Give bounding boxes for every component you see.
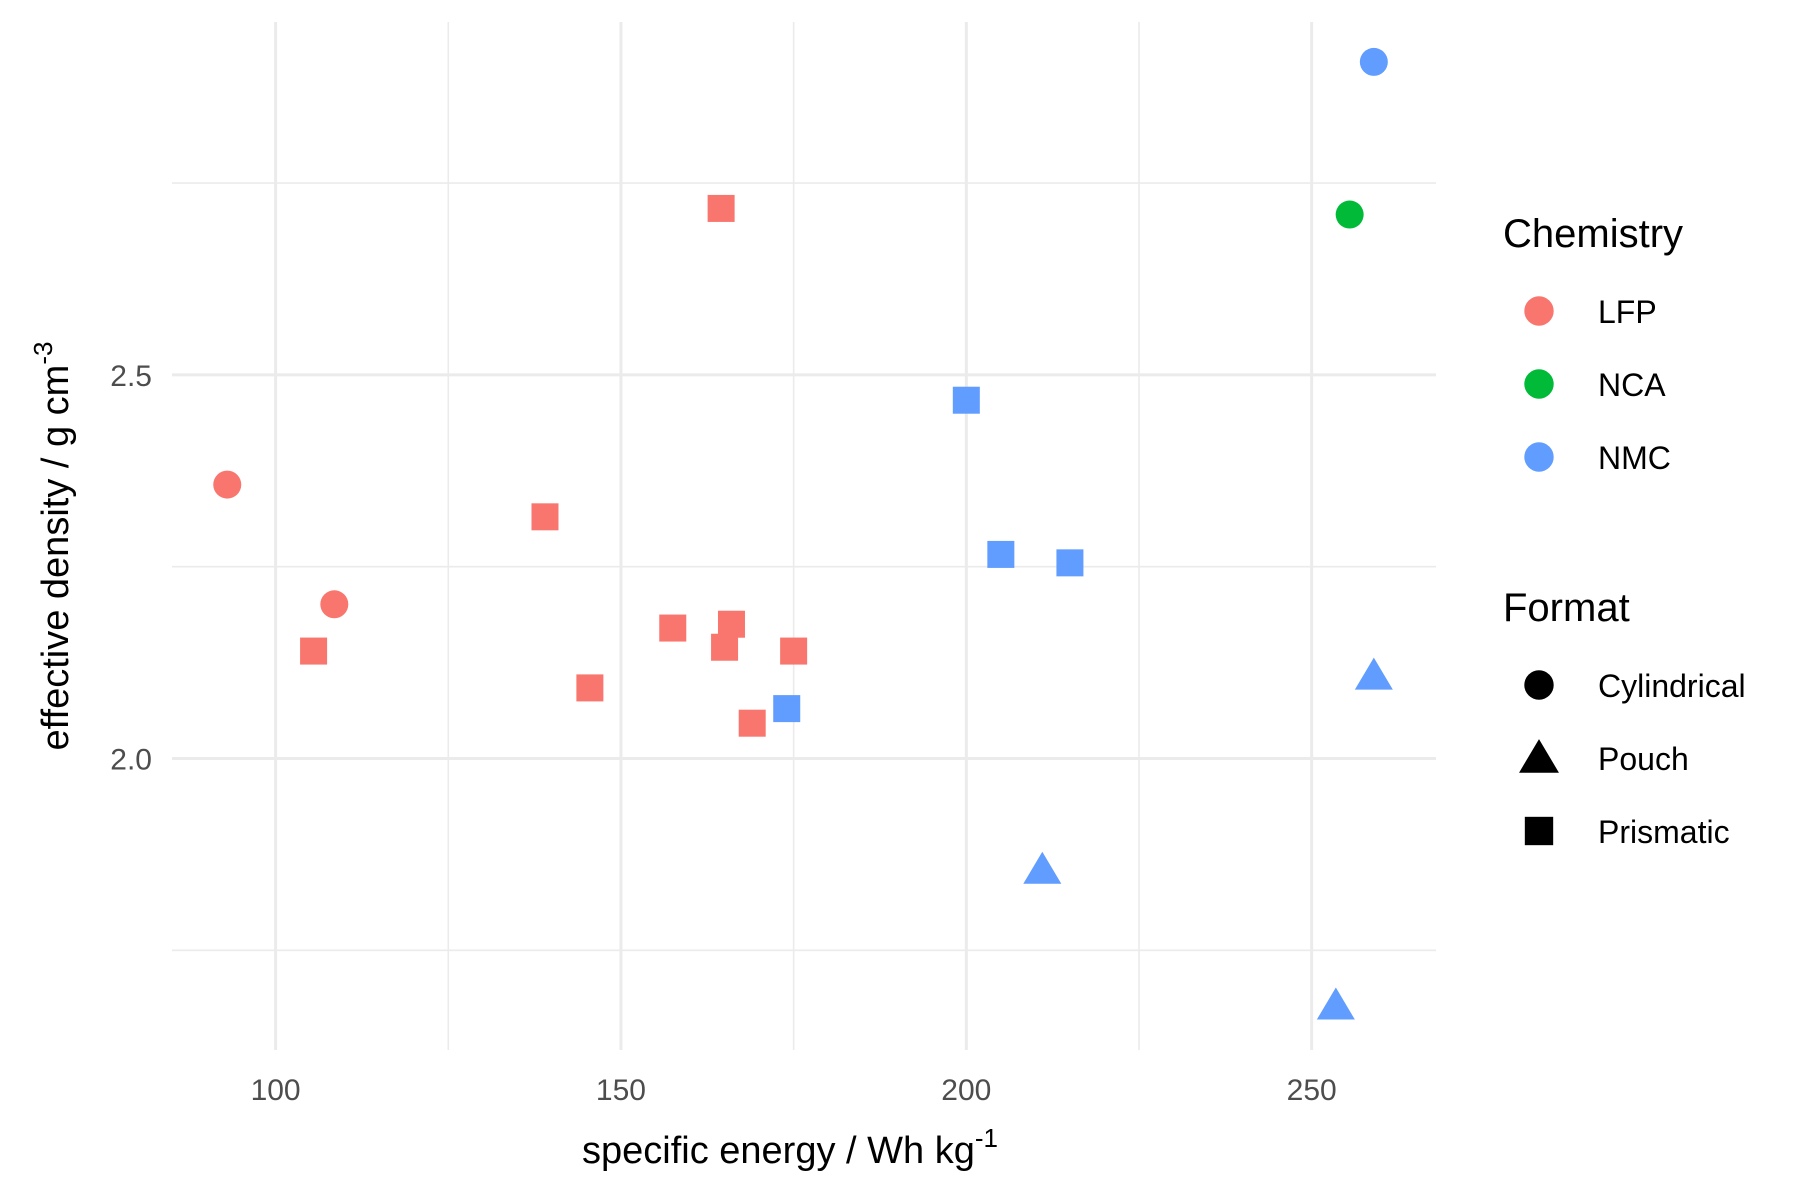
y-axis-title: effective density / g cm-3 [28, 342, 77, 751]
x-axis-ticks: 100 150 200 250 [251, 1074, 1337, 1107]
y-axis-ticks: 2.0 2.5 [110, 360, 152, 777]
y-tick-label: 2.0 [110, 743, 152, 776]
x-tick-label: 250 [1287, 1074, 1337, 1107]
legend-title: Chemistry [1503, 212, 1683, 256]
data-point-lfp-prismatic [576, 674, 604, 702]
x-tick-label: 150 [596, 1074, 646, 1107]
grid-major [172, 22, 1436, 1050]
legends: Chemistry LFP NCA NMC Format Cylindrical Pouch… [1503, 212, 1746, 850]
legend-label: Prismatic [1598, 814, 1730, 850]
y-axis-title-text: effective density / g cm [35, 365, 77, 751]
legend-key-nca-circle-icon [1524, 369, 1554, 399]
data-point-nmc-prismatic [773, 695, 801, 723]
plot-panel [172, 22, 1436, 1050]
data-point-lfp-cylindrical [320, 590, 349, 619]
legend-label: NCA [1598, 367, 1666, 403]
data-point-lfp-prismatic [300, 637, 328, 665]
grid-minor [172, 22, 1436, 1050]
data-point-nca-cylindrical [1335, 200, 1364, 229]
data-point-nmc-pouch [1316, 987, 1355, 1020]
data-point-nmc-pouch [1023, 851, 1062, 884]
data-point-nmc-cylindrical [1359, 47, 1388, 76]
legend-key-pouch-triangle-icon [1519, 739, 1559, 773]
legend-key-nmc-circle-icon [1524, 442, 1554, 472]
data-point-nmc-prismatic [987, 540, 1015, 568]
data-point-nmc-prismatic [1056, 549, 1084, 577]
data-point-lfp-prismatic [659, 614, 687, 642]
data-point-lfp-prismatic [711, 633, 739, 661]
data-point-lfp-prismatic [717, 610, 745, 638]
legend-key-lfp-circle-icon [1524, 296, 1554, 326]
data-point-nmc-pouch [1354, 657, 1393, 690]
data-point-lfp-prismatic [707, 194, 735, 222]
x-axis-title-text: specific energy / Wh kg [582, 1130, 975, 1172]
data-point-nmc-prismatic [952, 386, 980, 414]
legend-label: LFP [1598, 294, 1657, 330]
legend-format: Format Cylindrical Pouch Prismatic [1503, 586, 1746, 850]
legend-label: Pouch [1598, 741, 1689, 777]
y-tick-label: 2.5 [110, 360, 152, 393]
legend-label: NMC [1598, 440, 1671, 476]
data-point-lfp-prismatic [738, 709, 766, 737]
x-tick-label: 100 [251, 1074, 301, 1107]
legend-chemistry: Chemistry LFP NCA NMC [1503, 212, 1683, 476]
data-point-lfp-prismatic [531, 503, 559, 531]
legend-key-cylindrical-circle-icon [1524, 670, 1554, 700]
x-axis-title: specific energy / Wh kg-1 [582, 1123, 998, 1172]
y-axis-title-superscript: -3 [28, 342, 58, 365]
x-tick-label: 200 [941, 1074, 991, 1107]
data-point-lfp-cylindrical [213, 470, 242, 499]
legend-label: Cylindrical [1598, 668, 1746, 704]
data-point-lfp-prismatic [780, 637, 808, 665]
legend-key-prismatic-square-icon [1524, 816, 1554, 846]
legend-title: Format [1503, 586, 1630, 630]
x-axis-title-superscript: -1 [975, 1123, 998, 1153]
data-points [213, 47, 1393, 1020]
